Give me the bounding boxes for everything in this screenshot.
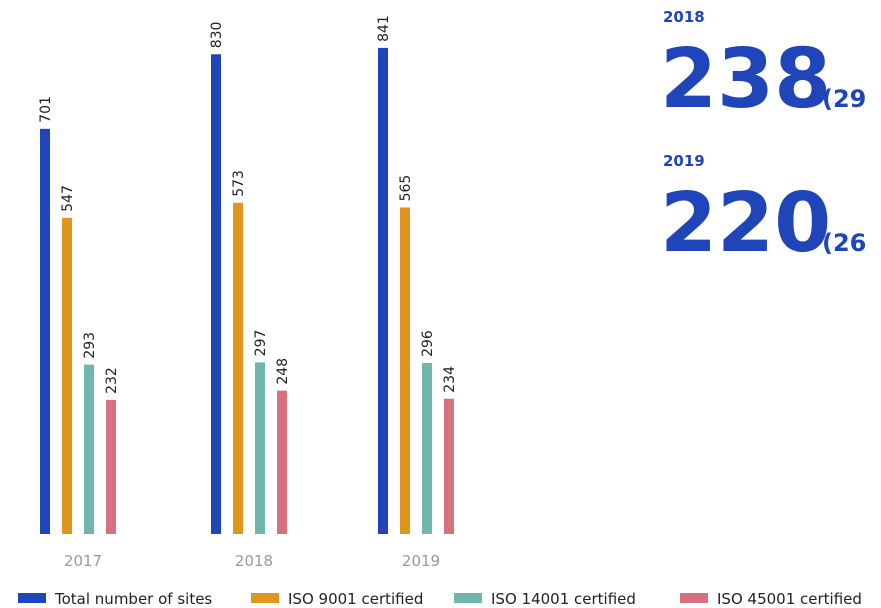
panel-year: 2018 [663, 8, 705, 26]
value-label: 296 [420, 330, 436, 357]
legend-label: ISO 9001 certified [288, 590, 423, 608]
legend-label: ISO 45001 certified [717, 590, 862, 608]
bar [277, 390, 287, 534]
bar [422, 362, 432, 534]
x-tick-label: 2018 [235, 552, 273, 570]
legend-swatch [251, 593, 279, 603]
bar [400, 207, 410, 534]
value-label: 297 [253, 330, 269, 357]
value-label: 234 [442, 366, 458, 393]
bar [211, 54, 221, 534]
bar [378, 47, 388, 534]
bar [233, 202, 243, 534]
bar [40, 128, 50, 534]
legend-label: Total number of sites [54, 590, 212, 608]
legend-label: ISO 14001 certified [491, 590, 636, 608]
value-label: 293 [82, 332, 98, 359]
panel-note: (29 [822, 85, 866, 113]
bar [106, 399, 116, 534]
x-tick-label: 2019 [402, 552, 440, 570]
panel-value: 238 [660, 32, 831, 127]
panel-value: 220 [660, 176, 831, 271]
value-label: 573 [231, 170, 247, 197]
value-label: 547 [60, 185, 76, 212]
x-tick-label: 2017 [64, 552, 102, 570]
bar [62, 217, 72, 535]
value-label: 248 [275, 358, 291, 385]
bar [255, 362, 265, 534]
value-label: 830 [209, 22, 225, 49]
bar [84, 364, 94, 534]
value-label: 565 [398, 175, 414, 202]
panel-year: 2019 [663, 152, 705, 170]
legend-swatch [454, 593, 482, 603]
value-label: 232 [104, 367, 120, 394]
legend-swatch [680, 593, 708, 603]
value-label: 701 [38, 96, 54, 123]
bar [444, 398, 454, 534]
legend-swatch [18, 593, 46, 603]
panel-note: (26 [822, 229, 866, 257]
value-label: 841 [376, 15, 392, 42]
